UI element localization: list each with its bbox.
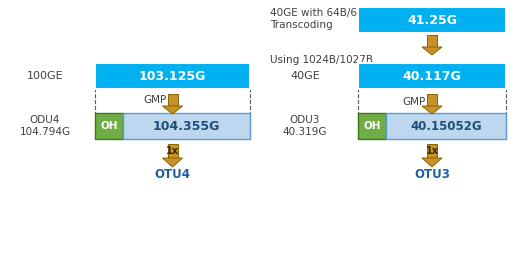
Bar: [167, 94, 177, 106]
Polygon shape: [163, 158, 183, 167]
Text: ODU4
104.794G: ODU4 104.794G: [19, 115, 70, 137]
Text: OH: OH: [363, 121, 381, 131]
Bar: [386, 113, 506, 139]
Bar: [358, 7, 506, 33]
Bar: [427, 94, 437, 106]
Text: 103.125G: 103.125G: [139, 69, 206, 82]
Text: 104.355G: 104.355G: [153, 120, 220, 133]
Bar: [95, 113, 123, 139]
Text: GMP: GMP: [402, 97, 426, 107]
Text: ODU3
40.319G: ODU3 40.319G: [283, 115, 327, 137]
Text: Transcoding: Transcoding: [270, 20, 332, 30]
Text: OTU4: OTU4: [155, 169, 190, 181]
Bar: [427, 144, 437, 158]
Text: 40.117G: 40.117G: [402, 69, 461, 82]
Text: 1x: 1x: [166, 146, 179, 156]
Bar: [427, 35, 437, 47]
Text: 40.15052G: 40.15052G: [410, 120, 482, 133]
Text: 40GE: 40GE: [290, 71, 320, 81]
Text: Using 1024B/1027B: Using 1024B/1027B: [270, 55, 373, 65]
Polygon shape: [422, 106, 442, 114]
Polygon shape: [163, 106, 183, 114]
Text: 41.25G: 41.25G: [407, 14, 457, 26]
Text: GMP: GMP: [143, 95, 166, 105]
Bar: [95, 63, 250, 89]
Text: 40GE with 64B/66B: 40GE with 64B/66B: [270, 8, 371, 18]
Text: 1x: 1x: [426, 146, 439, 156]
Bar: [167, 144, 177, 158]
Bar: [358, 113, 386, 139]
Text: OH: OH: [100, 121, 118, 131]
Bar: [123, 113, 250, 139]
Text: OTU3: OTU3: [414, 169, 450, 181]
Polygon shape: [422, 158, 442, 167]
Text: 100GE: 100GE: [27, 71, 63, 81]
Bar: [358, 63, 506, 89]
Polygon shape: [422, 47, 442, 55]
